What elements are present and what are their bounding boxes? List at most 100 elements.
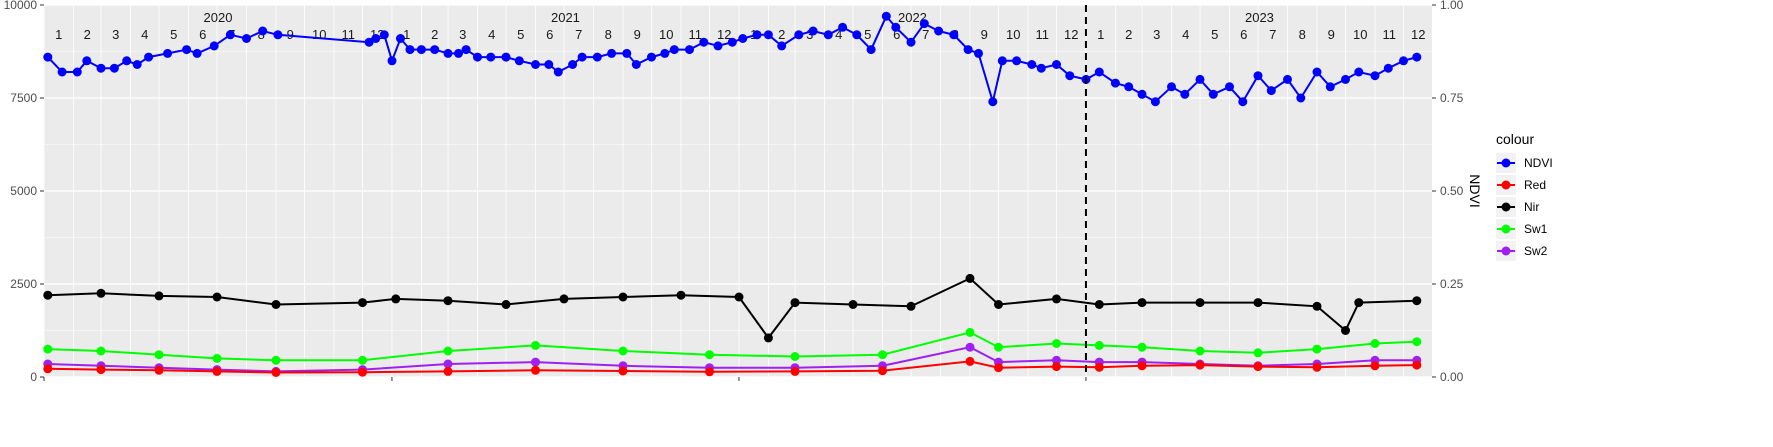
legend-label: Nir xyxy=(1524,200,1539,214)
nir-point xyxy=(965,273,975,283)
nir-point xyxy=(501,300,511,309)
nir-point xyxy=(848,300,858,309)
ndvi-point xyxy=(454,48,463,58)
ndvi-point xyxy=(1180,89,1190,99)
month-label: 5 xyxy=(1211,27,1218,42)
ndvi-point xyxy=(1412,52,1422,62)
month-label: 6 xyxy=(199,27,206,42)
legend-label: Sw1 xyxy=(1524,222,1548,236)
ndvi-point xyxy=(501,52,511,62)
ndvi-point xyxy=(144,52,154,62)
left-tick-label: 10000 xyxy=(4,0,38,12)
month-label: 12 xyxy=(1411,27,1425,42)
sw1-point xyxy=(1195,346,1205,356)
nir-point xyxy=(1253,298,1263,308)
sw1-point xyxy=(618,346,628,356)
red-point xyxy=(1137,361,1147,371)
sw1-point xyxy=(271,355,281,365)
month-label: 3 xyxy=(1153,27,1160,42)
sw1-point xyxy=(1412,337,1422,347)
month-label: 8 xyxy=(605,27,612,42)
month-label: 11 xyxy=(341,27,355,42)
sw1-point xyxy=(1094,340,1104,350)
sw1-point xyxy=(154,350,164,360)
ndvi-point xyxy=(647,52,656,62)
ndvi-point xyxy=(396,34,405,43)
month-label: 1 xyxy=(1097,27,1104,42)
sw1-point xyxy=(994,342,1003,352)
legend: colour NDVI Red Nir Sw1 Sw2 xyxy=(1496,131,1553,261)
red-point xyxy=(1094,362,1104,372)
legend-key-point xyxy=(1501,246,1511,256)
year-label: 2023 xyxy=(1245,10,1274,25)
ndvi-point xyxy=(1296,93,1306,103)
ndvi-point xyxy=(607,48,617,58)
right-tick-label: 1.00 xyxy=(1440,0,1464,12)
red-point xyxy=(358,367,367,377)
sw2-point xyxy=(965,342,975,352)
month-label: 12 xyxy=(717,27,731,42)
legend-key-point xyxy=(1501,202,1511,212)
ndvi-point xyxy=(823,30,833,40)
ndvi-point xyxy=(1094,67,1104,77)
ndvi-point xyxy=(82,56,92,66)
nir-point xyxy=(154,291,164,301)
nir-point xyxy=(994,300,1003,309)
ndvi-point xyxy=(1124,82,1134,92)
sw1-point xyxy=(212,353,222,363)
ndvi-point xyxy=(699,37,709,47)
year-label: 2020 xyxy=(204,10,233,25)
ndvi-point xyxy=(1150,97,1160,107)
nir-point xyxy=(358,298,367,308)
ndvi-point xyxy=(568,60,578,69)
nir-point xyxy=(1412,296,1422,306)
month-label: 2 xyxy=(1125,27,1132,42)
month-label: 9 xyxy=(981,27,988,42)
sw1-point xyxy=(531,340,540,350)
sw1-point xyxy=(1253,348,1263,358)
red-point xyxy=(965,356,975,366)
ndvi-point xyxy=(631,60,641,69)
ndvi-point xyxy=(794,30,804,40)
red-point xyxy=(531,365,540,375)
red-point xyxy=(154,365,164,375)
month-label: 7 xyxy=(922,27,929,42)
sw2-point xyxy=(1052,355,1061,365)
month-label: 9 xyxy=(634,27,641,42)
ndvi-point xyxy=(1253,71,1263,81)
nir-point xyxy=(1052,294,1061,304)
ndvi-point xyxy=(997,56,1007,66)
left-tick-label: 2500 xyxy=(10,277,37,291)
month-label: 6 xyxy=(546,27,553,42)
axes: 0 2500 5000 7500 10000 0.00 0.25 0.50 0.75 1.00 xyxy=(4,0,1464,384)
nir-point xyxy=(906,301,916,311)
ndvi-point xyxy=(1312,67,1322,77)
ndvi-point xyxy=(763,30,773,40)
ndvi-point xyxy=(57,67,67,77)
nir-point xyxy=(1354,298,1364,308)
ndvi-point xyxy=(592,52,602,62)
ndvi-point xyxy=(1399,56,1408,66)
month-label: 6 xyxy=(1240,27,1247,42)
nir-point xyxy=(43,290,53,300)
nir-point xyxy=(271,300,281,309)
ndvi-point xyxy=(182,45,192,55)
nir-line xyxy=(47,277,1417,340)
ndvi-point xyxy=(486,52,496,62)
ndvi-point xyxy=(242,34,251,43)
red-line xyxy=(47,360,1417,374)
ndvi-point xyxy=(379,30,389,40)
ndvi-point xyxy=(685,45,694,55)
ndvi-point xyxy=(1325,82,1335,92)
nir-point xyxy=(1341,326,1350,335)
ndvi-point xyxy=(258,26,268,36)
ndvi-point xyxy=(371,34,381,43)
ndvi-point xyxy=(1383,63,1393,73)
ndvi-point xyxy=(1195,74,1205,84)
ndvi-point xyxy=(669,45,679,55)
sw1-point xyxy=(878,350,887,360)
nir-point xyxy=(790,298,800,308)
ndvi-point xyxy=(225,30,235,40)
ndvi-point xyxy=(891,22,901,32)
